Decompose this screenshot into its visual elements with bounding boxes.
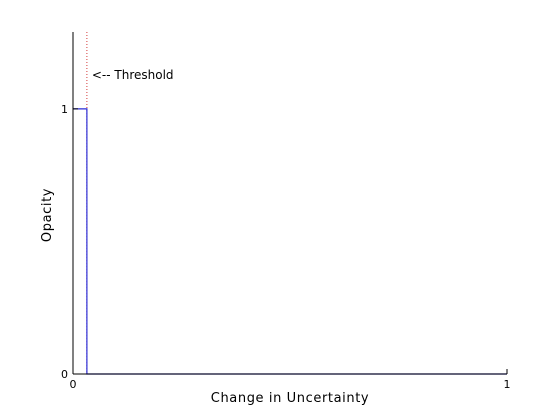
- x-tick-label: 1: [504, 378, 511, 391]
- y-tick-label: 0: [61, 368, 68, 381]
- y-axis-label: Opacity: [40, 188, 55, 242]
- y-ticks: 01: [61, 103, 78, 381]
- x-tick-label: 0: [70, 378, 77, 391]
- threshold-annotation: <-- Threshold: [92, 68, 174, 82]
- x-axis-label: Change in Uncertainty: [211, 391, 369, 406]
- y-tick-label: 1: [61, 103, 68, 116]
- opacity-transfer-line: [73, 108, 507, 375]
